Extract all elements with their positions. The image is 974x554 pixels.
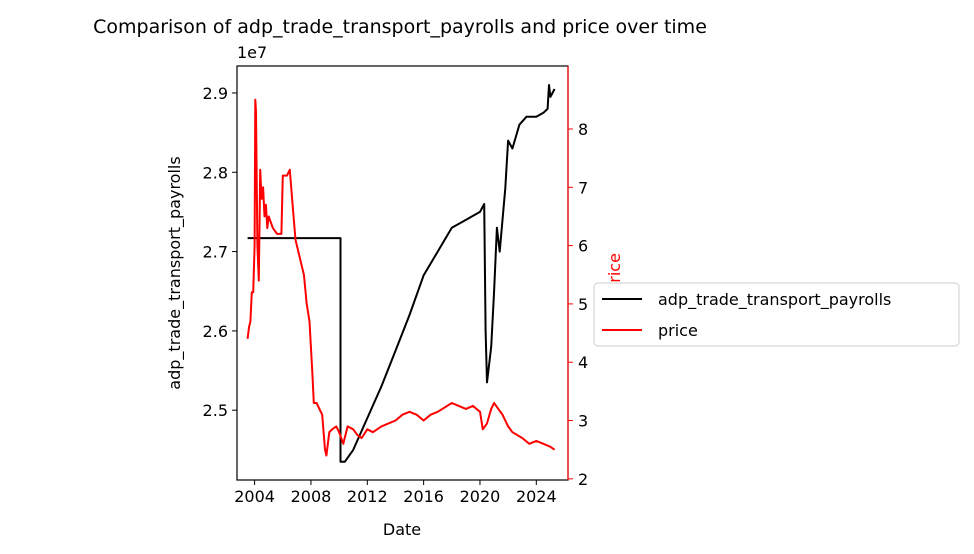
y-right-tick-label: 8 (578, 120, 588, 139)
legend: adp_trade_transport_payrolls price (593, 282, 960, 347)
y-right-tick-label: 2 (578, 470, 588, 489)
y-right-tick-label: 3 (578, 412, 588, 431)
series-layer (246, 84, 556, 463)
x-axis: 2004 2008 2012 2016 2020 2024 (234, 480, 557, 506)
y-right-tick-label: 7 (578, 178, 588, 197)
legend-label-payrolls: adp_trade_transport_payrolls (658, 290, 891, 310)
y-right-tick-label: 5 (578, 295, 588, 314)
chart-title: Comparison of adp_trade_transport_payrol… (93, 16, 707, 38)
x-axis-label: Date (383, 520, 421, 539)
x-tick-label: 2012 (347, 487, 388, 506)
legend-box (593, 282, 960, 347)
series-line-price (246, 98, 556, 457)
x-tick-label: 2004 (234, 487, 275, 506)
y-left-tick-label: 2.7 (203, 243, 228, 262)
y-left-tick-label: 2.5 (203, 401, 228, 420)
legend-label-price: price (658, 321, 698, 340)
y-left-offset-label: 1e7 (237, 43, 267, 62)
y-right-tick-label: 6 (578, 237, 588, 256)
x-tick-label: 2016 (403, 487, 444, 506)
y-right-axis: 2 3 4 5 6 7 8 (568, 120, 588, 489)
y-left-tick-label: 2.9 (203, 84, 228, 103)
x-tick-label: 2008 (291, 487, 332, 506)
y-left-tick-label: 2.6 (203, 322, 228, 341)
y-right-tick-label: 4 (578, 353, 588, 372)
x-tick-label: 2024 (516, 487, 557, 506)
y-left-tick-label: 2.8 (203, 163, 228, 182)
x-tick-label: 2020 (460, 487, 501, 506)
y-left-axis-label: adp_trade_transport_payrolls (165, 156, 185, 389)
series-line-payrolls (247, 84, 556, 463)
plot-area (236, 65, 569, 481)
y-left-axis: 2.5 2.6 2.7 2.8 2.9 (203, 84, 237, 420)
